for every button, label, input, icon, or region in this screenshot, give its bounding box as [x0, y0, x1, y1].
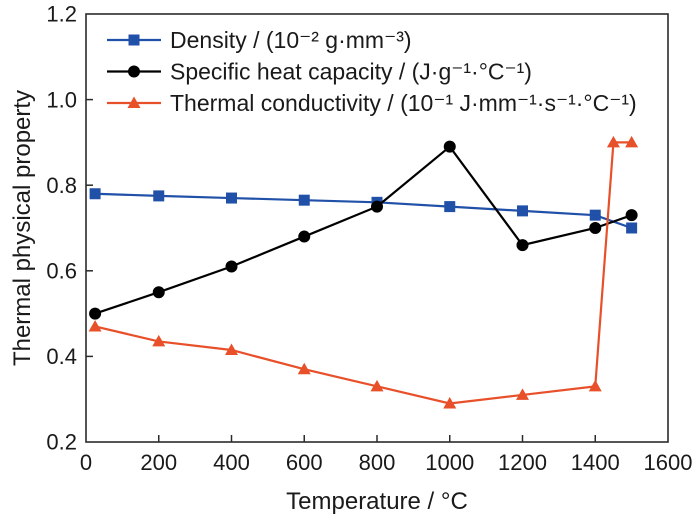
- y-tick-label: 0.8: [46, 173, 77, 198]
- x-axis-title: Temperature / °C: [286, 488, 468, 515]
- x-tick-label: 1000: [425, 450, 474, 475]
- legend-marker-square: [128, 34, 140, 46]
- data-point-square: [153, 190, 165, 202]
- data-point-circle: [298, 230, 311, 243]
- data-point-triangle: [88, 319, 102, 332]
- y-tick-label: 0.4: [46, 344, 77, 369]
- data-point-triangle: [588, 379, 602, 392]
- data-point-triangle: [625, 135, 639, 148]
- data-point-circle: [225, 260, 238, 273]
- legend-marker-triangle: [127, 96, 141, 108]
- x-tick-label: 400: [213, 450, 250, 475]
- data-point-circle: [625, 209, 638, 222]
- x-tick-label: 1600: [644, 450, 693, 475]
- y-axis-title: Thermal physical property: [9, 90, 36, 366]
- data-point-square: [626, 222, 638, 234]
- series-line-square: [95, 192, 632, 230]
- data-point-square: [298, 194, 310, 206]
- y-tick-label: 1.0: [46, 87, 77, 112]
- data-point-circle: [152, 286, 165, 299]
- x-tick-label: 600: [286, 450, 323, 475]
- data-point-square: [226, 192, 237, 204]
- data-point-square: [589, 209, 601, 221]
- data-point-triangle: [297, 362, 311, 375]
- legend-marker-circle: [128, 65, 140, 78]
- x-tick-label: 800: [359, 450, 396, 475]
- legend-label: Density / (10⁻² g·mm⁻³): [170, 27, 412, 53]
- data-point-circle: [516, 239, 529, 252]
- data-point-triangle: [516, 388, 529, 400]
- data-point-triangle: [370, 379, 384, 392]
- y-tick-label: 0.6: [46, 259, 77, 284]
- data-point-square: [517, 205, 528, 217]
- data-point-circle: [371, 200, 383, 213]
- series-line-circle: [94, 145, 632, 315]
- legend-label: Thermal conductivity / (10⁻¹ J·mm⁻¹·s⁻¹·…: [170, 90, 637, 116]
- y-tick-label: 0.2: [46, 430, 77, 455]
- data-point-triangle: [606, 135, 620, 148]
- x-tick-label: 1200: [498, 450, 547, 475]
- x-tick-label: 1400: [571, 450, 620, 475]
- data-point-square: [444, 201, 456, 213]
- y-tick-label: 1.2: [46, 2, 77, 27]
- data-point-triangle: [225, 343, 238, 355]
- x-tick-label: 0: [80, 450, 92, 475]
- data-point-triangle: [152, 334, 166, 347]
- legend-label: Specific heat capacity / (J·g⁻¹·°C⁻¹): [170, 59, 532, 85]
- series-line-triangle: [94, 141, 632, 405]
- x-tick-label: 200: [140, 450, 177, 475]
- data-point-circle: [443, 140, 456, 153]
- data-point-square: [89, 188, 101, 200]
- data-point-triangle: [443, 396, 457, 409]
- data-point-circle: [589, 222, 602, 234]
- data-point-circle: [89, 307, 102, 320]
